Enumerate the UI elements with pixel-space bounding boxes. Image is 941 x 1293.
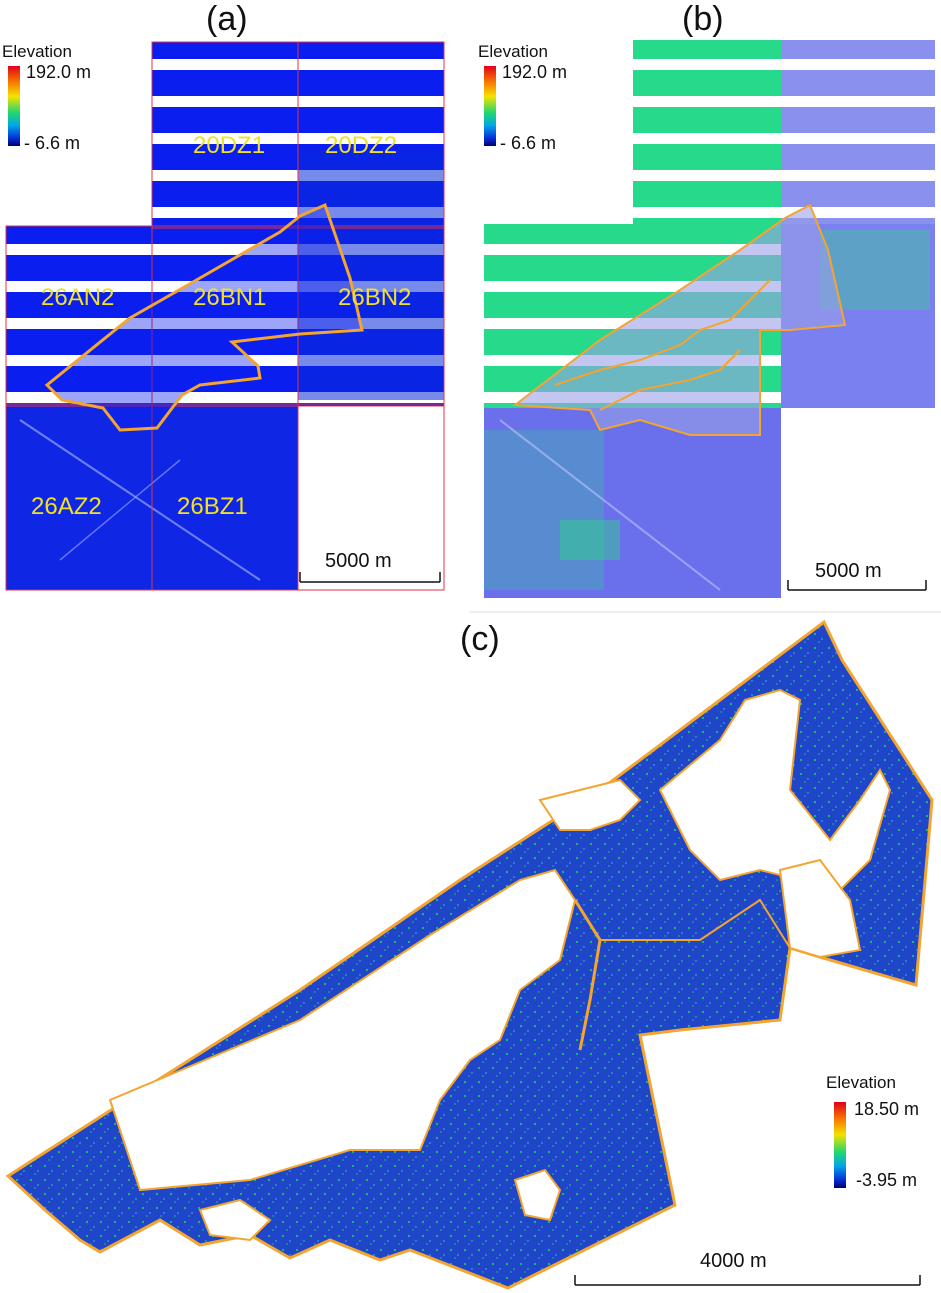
no-data-region	[108, 868, 577, 1192]
panel-b-map	[484, 40, 935, 598]
tile-label: 20DZ2	[325, 132, 398, 159]
legend-title-b: Elevation	[478, 42, 548, 61]
tile-label: 26BN1	[193, 284, 267, 311]
legend-min-b: - 6.6 m	[500, 133, 557, 153]
legend-max-c: 18.50 m	[854, 1099, 920, 1119]
scale-label-b: 5000 m	[815, 560, 882, 582]
scale-bar-a	[299, 572, 441, 583]
tile-label: 26AZ2	[31, 493, 102, 520]
study-area-boundary-b	[512, 203, 847, 436]
panel-label-a: (a)	[206, 0, 248, 38]
colorbar-b	[484, 66, 496, 146]
scale-bar-b	[787, 580, 927, 591]
panel-label-b: (b)	[682, 0, 724, 38]
colorbar-a	[8, 66, 20, 146]
scale-label-c: 4000 m	[700, 1250, 767, 1272]
tile-grid	[5, 41, 445, 591]
colorbar-c	[834, 1102, 846, 1188]
legend-max-a: 192.0 m	[26, 62, 92, 82]
tile-label: 26BN2	[338, 284, 412, 311]
scale-bar-c	[574, 1275, 921, 1286]
study-area-boundary-a	[44, 202, 364, 432]
tile-label: 20DZ1	[193, 132, 266, 159]
tile-label: 26AN2	[41, 284, 115, 311]
tile-label: 26BZ1	[177, 493, 248, 520]
panel-a-map	[5, 41, 445, 591]
panel-label-c: (c)	[460, 620, 500, 658]
panel-c-map	[5, 619, 934, 1290]
legend-min-c: -3.95 m	[856, 1170, 918, 1190]
scale-label-a: 5000 m	[325, 550, 392, 572]
legend-title-c: Elevation	[826, 1073, 896, 1092]
legend-min-a: - 6.6 m	[24, 133, 81, 153]
legend-max-b: 192.0 m	[502, 62, 568, 82]
legend-title-a: Elevation	[2, 42, 72, 61]
